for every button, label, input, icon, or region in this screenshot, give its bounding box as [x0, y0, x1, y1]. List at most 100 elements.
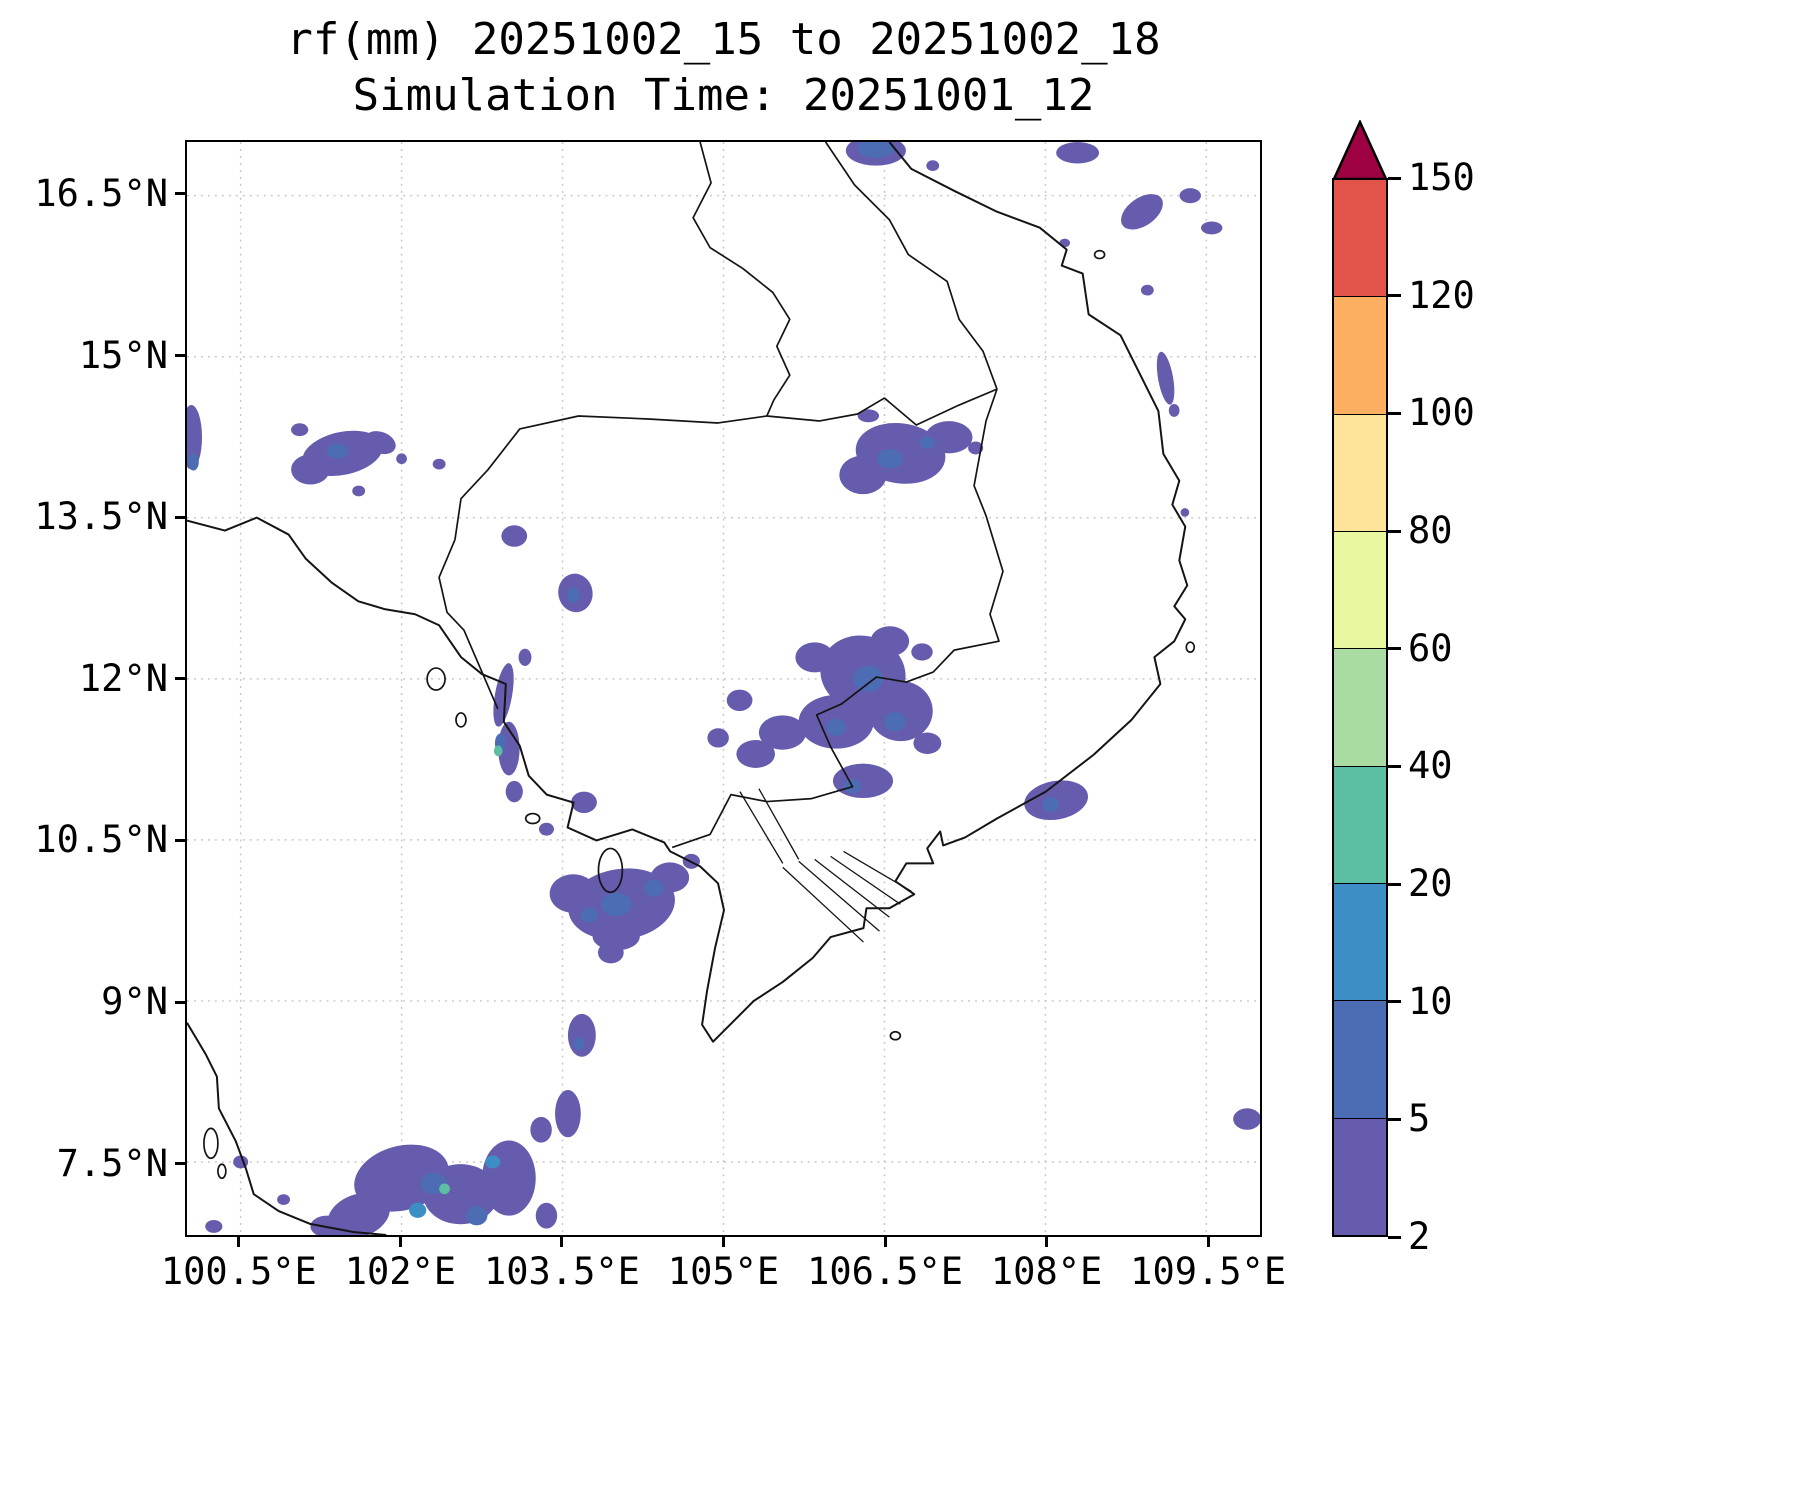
- rain-cell: [498, 721, 520, 776]
- river-channel-path: [843, 850, 912, 892]
- rain-cell: [501, 525, 528, 547]
- x-tick-label: 102°E: [344, 1250, 457, 1293]
- y-tick-label: 12°N: [78, 656, 168, 700]
- rain-cell: [439, 1183, 450, 1195]
- x-tick-mark: [237, 1237, 241, 1247]
- rain-cell: [326, 443, 348, 459]
- y-tick-label: 7.5°N: [56, 1141, 168, 1185]
- island-outline: [203, 1127, 219, 1160]
- colorbar-segment: [1334, 180, 1386, 297]
- colorbar-tick-mark: [1388, 1235, 1401, 1239]
- colorbar-tick-mark: [1388, 529, 1401, 533]
- rain-cell: [538, 822, 554, 836]
- rain-cell: [839, 455, 887, 495]
- colorbar-tick-mark: [1388, 882, 1401, 886]
- rain-cell: [485, 1155, 501, 1169]
- rain-cell: [571, 791, 597, 814]
- colorbar-over-arrow: [1332, 120, 1388, 180]
- x-tick-mark: [1045, 1237, 1049, 1247]
- x-tick-label: 103.5°E: [483, 1250, 640, 1293]
- country-border-path: [671, 388, 1004, 849]
- rain-cell: [566, 587, 580, 603]
- rain-cell: [884, 712, 906, 732]
- river-channel-path: [739, 791, 784, 864]
- rain-cell: [535, 1202, 558, 1229]
- rain-cell: [597, 941, 624, 964]
- colorbar-tick-label: 150: [1408, 156, 1475, 199]
- rain-cell: [826, 718, 846, 736]
- y-tick-label: 9°N: [101, 980, 168, 1024]
- river-channel-path: [830, 855, 901, 905]
- river-channel-path: [798, 860, 880, 932]
- rain-cell: [1140, 284, 1154, 296]
- colorbar-tick-label: 80: [1408, 509, 1453, 552]
- rain-cell: [795, 642, 835, 673]
- rain-cell: [482, 1140, 536, 1216]
- rain-cell: [919, 436, 935, 450]
- rain-cell: [758, 715, 807, 750]
- map-svg: [187, 142, 1260, 1235]
- rain-cell: [396, 453, 407, 465]
- rain-cell: [726, 689, 753, 712]
- y-tick-mark: [175, 677, 185, 681]
- colorbar-bar: [1332, 178, 1388, 1237]
- rain-cell: [968, 441, 984, 455]
- coastline-path: [187, 1022, 387, 1235]
- rain-cell: [1056, 142, 1100, 164]
- rain-cell: [870, 626, 910, 657]
- colorbar-segment: [1334, 882, 1386, 1001]
- rain-cell: [409, 1202, 427, 1218]
- rain-cell: [432, 458, 446, 470]
- rain-cell: [1121, 194, 1163, 230]
- rain-cell: [644, 879, 664, 897]
- x-tick-label: 100.5°E: [160, 1250, 317, 1293]
- rain-cell: [530, 1116, 552, 1143]
- x-tick-label: 106.5°E: [807, 1250, 964, 1293]
- rain-cell: [465, 1206, 488, 1226]
- colorbar-tick-mark: [1388, 176, 1401, 180]
- rain-cell: [1180, 508, 1190, 517]
- rain-cell: [555, 1090, 581, 1138]
- rain-cell: [736, 740, 776, 768]
- colorbar-tick-label: 120: [1408, 273, 1475, 317]
- rain-cell: [327, 1192, 390, 1235]
- colorbar-tick-mark: [1388, 411, 1401, 415]
- colorbar-tick-label: 60: [1408, 626, 1453, 670]
- rain-cell: [868, 680, 933, 742]
- title-block: rf(mm) 20251002_15 to 20251002_18 Simula…: [185, 12, 1262, 124]
- island-outline: [1185, 641, 1196, 653]
- rain-cell: [493, 663, 514, 727]
- colorbar-tick-label: 20: [1408, 862, 1453, 905]
- colorbar-segment: [1334, 413, 1386, 531]
- y-tick-mark: [175, 515, 185, 519]
- x-tick-label: 108°E: [990, 1250, 1103, 1293]
- island-outline: [455, 712, 467, 728]
- x-tick-label: 105°E: [667, 1250, 780, 1293]
- colorbar-segment: [1334, 530, 1386, 649]
- rain-cell: [1168, 403, 1180, 417]
- colorbar-segment: [1334, 1117, 1386, 1235]
- colorbar-tick-label: 100: [1408, 391, 1475, 435]
- x-tick-label: 109.5°E: [1130, 1250, 1287, 1293]
- colorbar-tick-mark: [1388, 1000, 1401, 1004]
- colorbar-tick-label: 2: [1408, 1215, 1431, 1258]
- river-channel-path: [758, 788, 800, 860]
- colorbar-segment: [1334, 648, 1386, 766]
- island-outline: [597, 847, 624, 894]
- coastline-path: [187, 142, 1189, 1043]
- rain-cell: [580, 907, 598, 923]
- rain-cell: [188, 453, 199, 471]
- river-channel-path: [814, 858, 890, 918]
- rain-cell: [1042, 796, 1060, 812]
- y-tick-mark: [175, 192, 185, 196]
- rain-cell: [1179, 188, 1201, 204]
- x-tick-mark: [398, 1237, 402, 1247]
- rain-cell: [707, 728, 729, 748]
- rain-cell: [876, 449, 903, 469]
- rain-cell: [926, 160, 940, 171]
- plot-title: rf(mm) 20251002_15 to 20251002_18: [286, 14, 1161, 65]
- rain-cell: [493, 745, 503, 757]
- y-tick-label: 15°N: [78, 333, 168, 377]
- rain-cell: [291, 454, 330, 485]
